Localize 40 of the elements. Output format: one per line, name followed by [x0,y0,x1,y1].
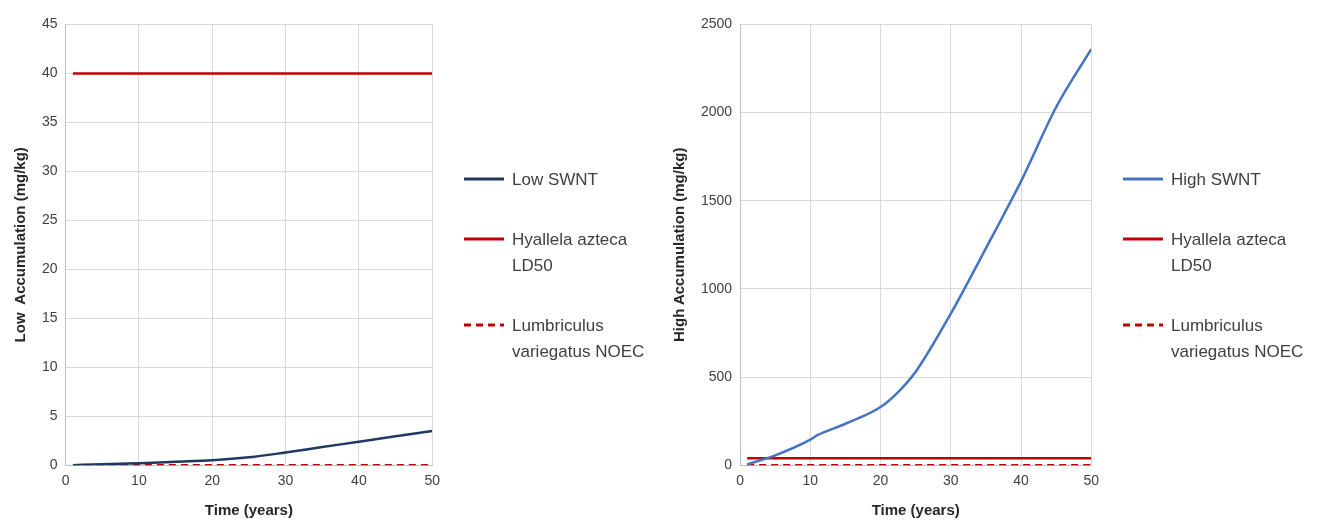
y-tick-label: 2000 [700,103,733,120]
legend-label: Hyallela azteca LD50 [1171,229,1288,277]
y-tick-label: 500 [708,367,733,384]
x-tick-label: 10 [131,472,147,489]
y-tick-label: 10 [41,358,58,375]
x-tick-label: 50 [1083,472,1100,489]
x-tick-label: 40 [1013,472,1029,489]
y-tick-label: 45 [41,15,58,32]
y-tick-label: 1500 [700,191,733,208]
x-tick-label: 10 [802,472,819,489]
x-tick-label: 20 [872,472,889,489]
y-tick-label: 15 [41,309,58,326]
x-tick-label: 30 [943,472,959,489]
y-axis-title: Low Accumulation (mg/kg) [11,147,29,343]
x-tick-label: 40 [351,472,367,489]
x-axis-title: Time (years) [204,501,293,519]
y-tick-label: 40 [41,64,58,81]
y-tick-label: 35 [41,113,58,130]
y-tick-label: 2500 [700,15,733,32]
y-tick-label: 5 [49,407,58,424]
y-tick-label: 20 [41,260,58,277]
x-tick-label: 30 [277,472,294,489]
y-tick-label: 30 [41,162,58,179]
x-tick-label: 50 [424,472,441,489]
y-tick-label: 0 [724,456,733,473]
x-tick-label: 0 [736,472,745,489]
y-tick-label: 0 [49,456,58,473]
legend-label: Lumbriculus variegatus NOEC [1171,315,1305,363]
legend-label: Hyallela azteca LD50 [512,229,629,277]
y-tick-label: 1000 [700,279,733,296]
line-series [745,47,1092,466]
x-tick-label: 20 [204,472,221,489]
y-axis-title: High Accumulation (mg/kg) [670,147,688,343]
legend-label: High SWNT [1171,169,1262,191]
x-axis-title: Time (years) [871,501,960,519]
x-tick-label: 0 [61,472,70,489]
legend-label: Lumbriculus variegatus NOEC [512,315,646,363]
legend-label: Low SWNT [512,169,599,191]
y-tick-label: 25 [41,211,58,228]
line-series [71,429,433,466]
